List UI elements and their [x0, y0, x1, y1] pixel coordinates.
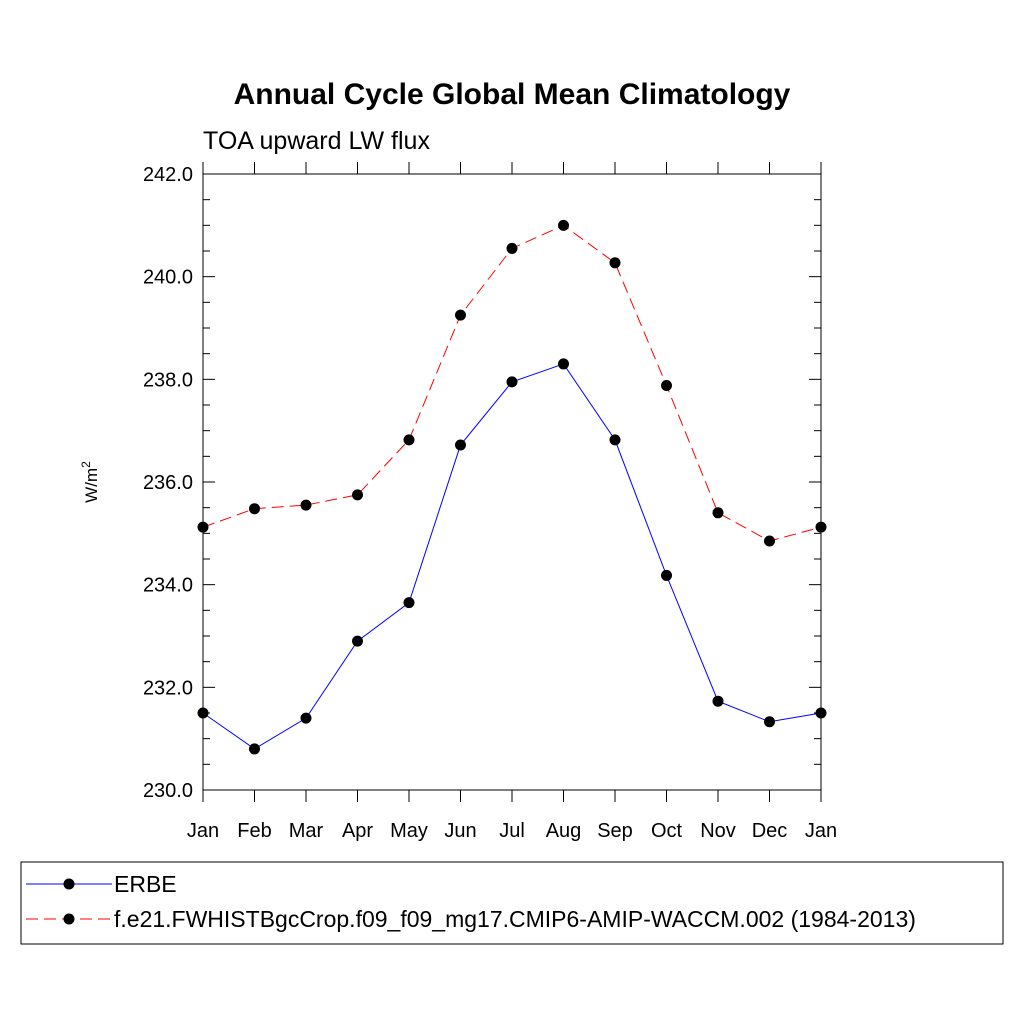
legend-swatch-marker: [63, 878, 75, 890]
series-layer: [197, 219, 827, 755]
x-tick-label: Jan: [187, 820, 219, 842]
data-point: [661, 379, 672, 391]
y-axis-label-superscript: 2: [79, 461, 93, 468]
data-point: [815, 521, 827, 533]
x-tick-label: Sep: [597, 820, 633, 842]
data-point: [197, 707, 209, 719]
data-point: [712, 695, 724, 707]
data-point: [455, 309, 466, 321]
legend-box: [20, 861, 1004, 945]
y-tick-label: 236.0: [143, 472, 193, 494]
data-point: [197, 521, 209, 533]
plot-frame: [202, 173, 822, 791]
y-tick-label: 238.0: [143, 369, 193, 391]
data-point: [249, 503, 260, 515]
y-tick-label: 242.0: [143, 164, 193, 186]
data-point: [609, 257, 621, 269]
x-tick-label: Feb: [237, 820, 271, 842]
data-point: [506, 242, 518, 254]
x-tick-label: May: [390, 820, 428, 842]
x-tick-label: Mar: [289, 820, 324, 842]
data-point: [403, 597, 415, 609]
data-point: [609, 434, 621, 446]
legend-item-1: ERBE: [26, 871, 177, 897]
data-point: [249, 743, 260, 755]
x-tick-label: Apr: [342, 820, 373, 842]
data-point: [300, 499, 312, 511]
legend-swatch-marker: [63, 913, 75, 925]
x-tick-label: Dec: [752, 820, 788, 842]
chart-title: Annual Cycle Global Mean Climatology: [234, 78, 791, 111]
data-point: [712, 507, 724, 519]
data-point: [815, 707, 827, 719]
data-point: [455, 439, 466, 451]
x-tick-label: Aug: [546, 820, 582, 842]
data-point: [403, 434, 415, 446]
chart-subtitle: TOA upward LW flux: [203, 127, 430, 155]
series-1: [197, 358, 827, 755]
data-point: [764, 535, 775, 547]
x-tick-label: Jul: [499, 820, 525, 842]
data-point: [352, 489, 363, 501]
legend-label: f.e21.FWHISTBgcCrop.f09_f09_mg17.CMIP6-A…: [114, 906, 916, 932]
data-point: [661, 569, 672, 581]
series-line: [202, 363, 822, 750]
data-point: [506, 376, 518, 388]
y-axis-label: W/m2: [79, 461, 101, 503]
x-tick-label: Jun: [444, 820, 476, 842]
y-tick-label: 234.0: [143, 575, 193, 597]
y-tick-label: 232.0: [143, 677, 193, 699]
data-point: [352, 635, 363, 647]
data-point: [764, 716, 775, 728]
x-tick-label: Nov: [700, 820, 736, 842]
data-point: [558, 358, 569, 370]
data-point: [558, 219, 569, 231]
axes: 230.0 232.0 234.0 236.0 238.0 240.0 242.0 Jan Fe…: [143, 162, 837, 842]
data-point: [300, 712, 312, 724]
svg-text:W/m2: W/m2: [79, 461, 101, 503]
x-tick-label: Jan: [805, 820, 837, 842]
y-tick-label: 230.0: [143, 780, 193, 802]
y-tick-label: 240.0: [143, 267, 193, 289]
y-axis-label-base: W/m: [82, 468, 101, 503]
x-tick-label: Oct: [651, 820, 683, 842]
legend: ERBE f.e21.FWHISTBgcCrop.f09_f09_mg17.CMI…: [26, 871, 916, 932]
legend-label: ERBE: [114, 871, 177, 897]
series-2: [197, 219, 827, 547]
legend-item-2: f.e21.FWHISTBgcCrop.f09_f09_mg17.CMIP6-A…: [26, 906, 916, 932]
